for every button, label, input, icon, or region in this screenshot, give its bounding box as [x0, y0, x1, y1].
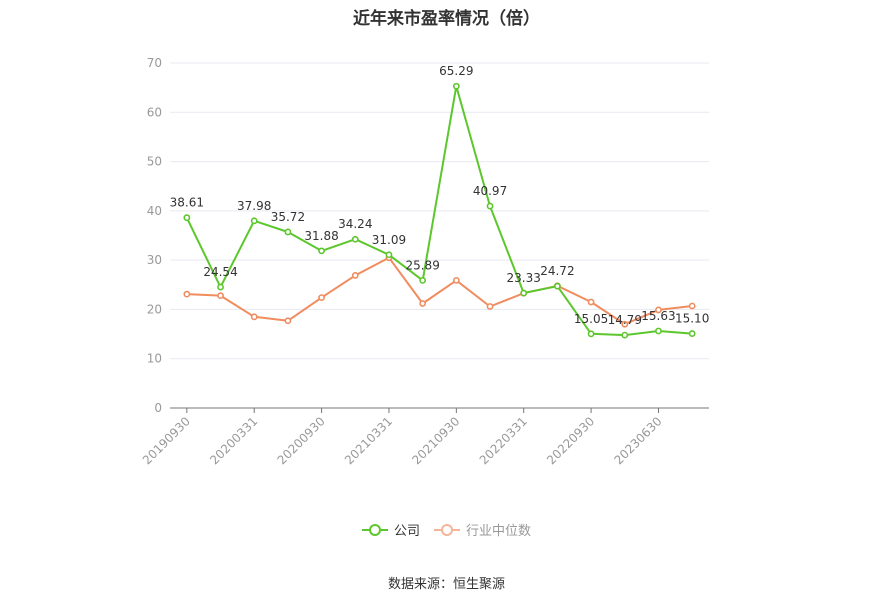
- x-tick-label-20200930: 20200930: [275, 414, 328, 467]
- series-0-point-15: [688, 330, 696, 337]
- source-note: 数据来源：恒生聚源: [387, 577, 505, 592]
- series-0-point-12: [587, 330, 595, 338]
- data-label-12: 15.05: [574, 312, 608, 326]
- legend: 公司 行业中位数: [0, 520, 893, 539]
- data-label-10: 23.33: [507, 271, 541, 285]
- y-tick-label-10: 10: [147, 352, 162, 366]
- data-label-13: 14.79: [608, 313, 642, 327]
- series-1-point-3: [284, 317, 292, 325]
- series-0-point-2: [250, 217, 258, 225]
- series-0-point-8: [452, 82, 460, 90]
- y-tick-label-50: 50: [147, 155, 162, 169]
- series-0-point-4: [318, 247, 325, 255]
- data-label-7: 25.89: [405, 258, 439, 272]
- legend-item-company[interactable]: 公司: [361, 520, 420, 539]
- y-tick-label-70: 70: [147, 56, 162, 70]
- series-1-point-12: [587, 298, 595, 306]
- data-label-14: 15.63: [641, 309, 675, 323]
- y-tick-label-60: 60: [147, 105, 162, 119]
- series-1-point-13: [621, 320, 629, 328]
- series-line-0: [185, 85, 693, 337]
- data-label-2: 37.98: [237, 199, 271, 213]
- series-1-point-14: [655, 306, 662, 314]
- series-0-point-6: [385, 251, 393, 259]
- series-0-point-5: [351, 235, 359, 243]
- series-0-point-1: [217, 283, 224, 291]
- series-layer: [183, 82, 696, 339]
- series-1-point-4: [318, 294, 325, 301]
- x-tick-label-20210930: 20210930: [409, 414, 462, 467]
- data-label-15: 15.10: [675, 312, 709, 326]
- x-tick-label-20210331: 20210331: [342, 414, 395, 467]
- x-tick-label-20200331: 20200331: [207, 414, 260, 467]
- legend-swatch-company: [361, 523, 388, 537]
- series-0-point-11: [554, 282, 561, 290]
- legend-label-company: 公司: [393, 524, 420, 539]
- series-1-point-5: [351, 272, 359, 279]
- chart-title: 近年来市盈率情况（倍）: [353, 9, 540, 29]
- data-label-0: 38.61: [170, 196, 204, 210]
- data-label-6: 31.09: [372, 233, 406, 247]
- x-tick-label-20220930: 20220930: [544, 414, 597, 467]
- data-label-4: 31.88: [304, 229, 338, 243]
- x-tick-label-20190930: 20190930: [140, 414, 193, 467]
- series-0-point-10: [520, 289, 528, 297]
- data-label-5: 34.24: [338, 217, 372, 231]
- series-1-point-8: [452, 276, 460, 284]
- y-tick-label-40: 40: [147, 204, 162, 218]
- series-1-point-7: [419, 300, 427, 307]
- data-label-3: 35.72: [271, 210, 305, 224]
- legend-label-industry-median: 行业中位数: [466, 524, 532, 539]
- series-1-point-0: [183, 290, 191, 298]
- series-1-point-15: [688, 302, 696, 310]
- y-tick-label-20: 20: [147, 302, 162, 316]
- series-0-point-14: [655, 327, 662, 335]
- data-label-11: 24.72: [540, 264, 574, 278]
- series-line-1: [186, 256, 693, 326]
- legend-item-industry-median[interactable]: 行业中位数: [434, 520, 531, 539]
- series-0-point-7: [419, 276, 427, 284]
- series-1-point-1: [217, 292, 224, 300]
- y-tick-label-0: 0: [154, 401, 162, 415]
- data-label-8: 65.29: [439, 64, 473, 78]
- series-0-point-3: [284, 228, 292, 236]
- series-0-point-0: [183, 214, 191, 222]
- data-label-9: 40.97: [473, 184, 507, 198]
- data-label-1: 24.54: [203, 265, 237, 279]
- x-tick-label-20220331: 20220331: [477, 414, 530, 467]
- series-0-point-13: [621, 331, 629, 339]
- grid-layer: [170, 62, 709, 360]
- x-tick-label-20230630: 20230630: [612, 414, 665, 467]
- series-1-point-9: [486, 303, 494, 310]
- y-tick-label-30: 30: [147, 253, 162, 267]
- series-1-point-2: [250, 313, 258, 321]
- series-0-point-9: [486, 202, 494, 210]
- legend-swatch-industry-median: [434, 523, 460, 537]
